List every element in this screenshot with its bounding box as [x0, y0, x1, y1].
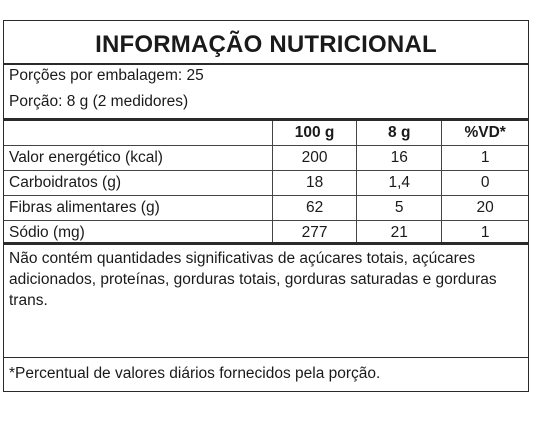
value-per-serving: 16 — [356, 145, 442, 171]
value-per-100g: 277 — [271, 220, 357, 245]
divider — [4, 357, 528, 358]
value-per-100g: 18 — [271, 170, 357, 196]
table-row: Sódio (mg) 277 21 1 — [4, 220, 528, 245]
header-blank — [4, 121, 273, 146]
nutrient-name: Carboidratos (g) — [4, 170, 273, 196]
table-row: Fibras alimentares (g) 62 5 20 — [4, 195, 528, 221]
value-daily-percent: 1 — [441, 220, 528, 245]
table-row: Valor energético (kcal) 200 16 1 — [4, 145, 528, 171]
nutrition-facts-label: INFORMAÇÃO NUTRICIONAL Porções por embal… — [3, 20, 529, 392]
table-row: Carboidratos (g) 18 1,4 0 — [4, 170, 528, 196]
value-daily-percent: 20 — [441, 195, 528, 221]
value-daily-percent: 1 — [441, 145, 528, 171]
divider — [4, 63, 528, 65]
footnote: *Percentual de valores diários fornecido… — [9, 365, 381, 382]
thick-divider — [4, 118, 528, 121]
thick-divider — [4, 242, 528, 245]
nutrient-table: 100 g 8 g %VD* Valor energético (kcal) 2… — [4, 121, 528, 245]
servings-per-package: Porções por embalagem: 25 — [9, 67, 204, 84]
value-per-serving: 5 — [356, 195, 442, 221]
table-header-row: 100 g 8 g %VD* — [4, 121, 528, 146]
label-notes: Não contém quantidades significativas de… — [9, 250, 497, 309]
column-header: 100 g — [271, 121, 357, 146]
column-header: %VD* — [441, 121, 528, 146]
nutrient-name: Fibras alimentares (g) — [4, 195, 273, 221]
nutrient-name: Sódio (mg) — [4, 220, 273, 245]
label-title: INFORMAÇÃO NUTRICIONAL — [95, 31, 437, 58]
value-per-serving: 1,4 — [356, 170, 442, 196]
nutrient-name: Valor energético (kcal) — [4, 145, 273, 171]
serving-size: Porção: 8 g (2 medidores) — [9, 93, 189, 110]
column-header: 8 g — [356, 121, 442, 146]
value-per-100g: 200 — [271, 145, 357, 171]
value-per-100g: 62 — [271, 195, 357, 221]
value-daily-percent: 0 — [441, 170, 528, 196]
value-per-serving: 21 — [356, 220, 442, 245]
